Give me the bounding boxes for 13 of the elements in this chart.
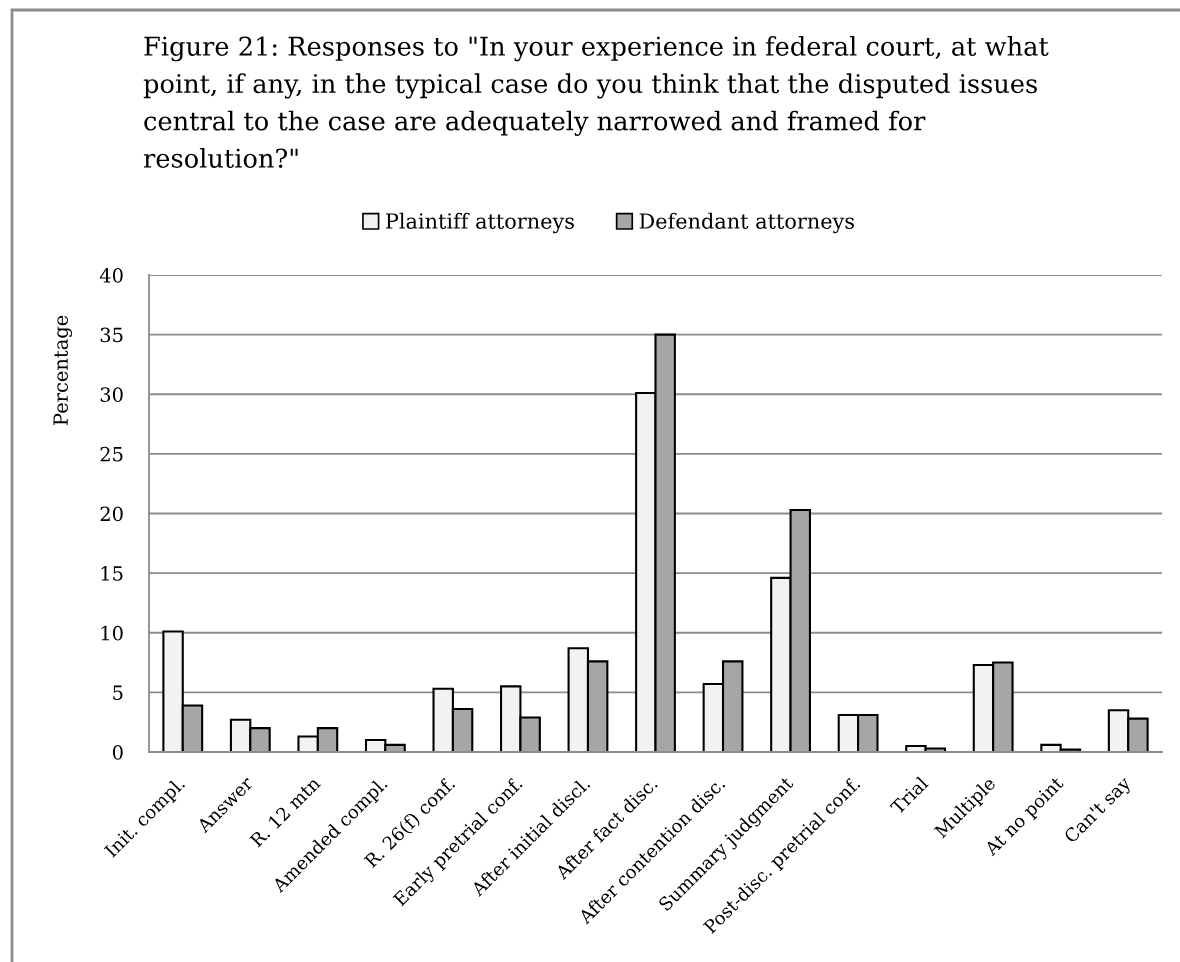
y-tick-label: 35 bbox=[100, 327, 123, 343]
y-tick-label: 0 bbox=[112, 744, 123, 760]
y-tick-label: 20 bbox=[100, 506, 123, 522]
y-axis-title: Percentage bbox=[53, 315, 73, 425]
y-tick-label: 25 bbox=[100, 446, 123, 462]
chart-title: Figure 21: Responses to "In your experience in federal court, at what point, if any, in the typical case do you think that the disputed issues central to the case are adequately narrowed and framed for resolution?" bbox=[143, 36, 1049, 168]
y-tick-label: 15 bbox=[101, 566, 123, 581]
y-tick-label: 5 bbox=[113, 685, 123, 701]
legend-label: Defendant attorneys bbox=[639, 212, 854, 234]
y-tick-label: 30 bbox=[100, 387, 123, 402]
y-tick-label: 40 bbox=[99, 267, 123, 283]
y-tick-label: 10 bbox=[101, 625, 123, 641]
legend-label: Plaintiff attorneys bbox=[385, 212, 574, 234]
